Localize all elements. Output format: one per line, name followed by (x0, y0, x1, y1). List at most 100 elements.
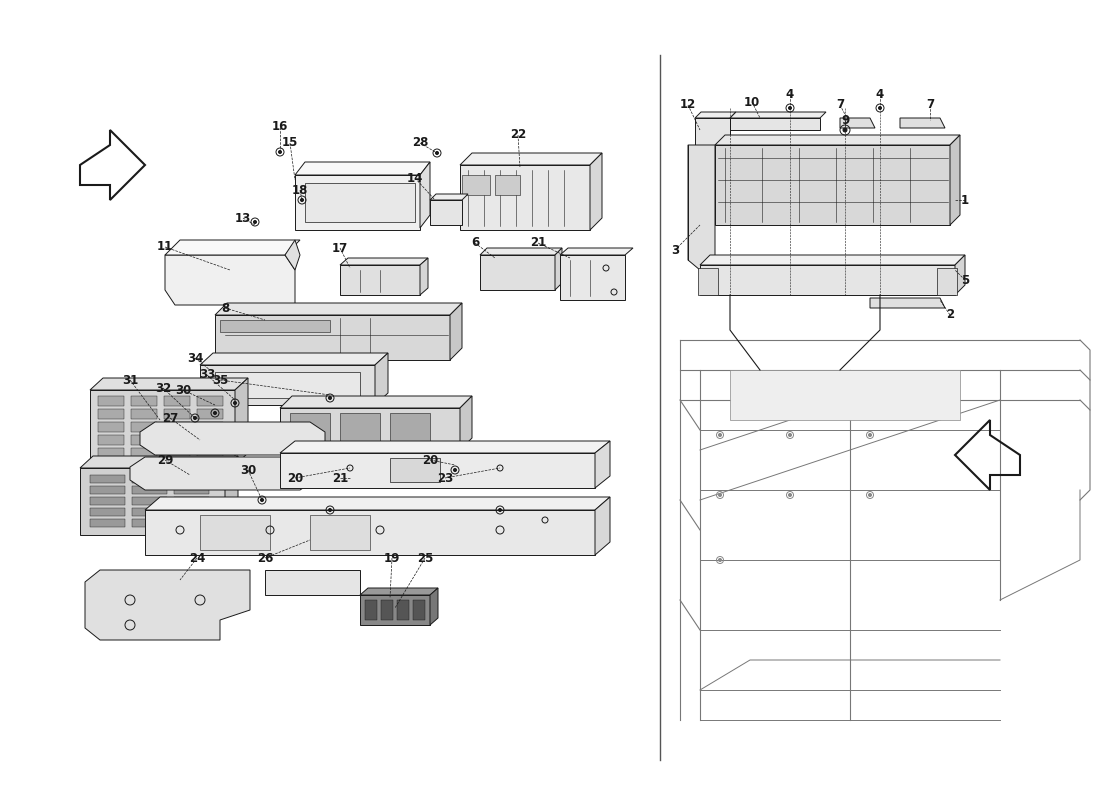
Polygon shape (132, 497, 167, 505)
Polygon shape (430, 200, 462, 225)
Polygon shape (340, 258, 428, 265)
Text: 32: 32 (155, 382, 172, 394)
Text: 3: 3 (671, 243, 679, 257)
Text: 21: 21 (332, 471, 348, 485)
Text: 30: 30 (175, 383, 191, 397)
Text: 24: 24 (189, 551, 206, 565)
Circle shape (789, 494, 792, 497)
Polygon shape (305, 183, 415, 222)
Text: 29: 29 (157, 454, 173, 466)
Polygon shape (730, 370, 960, 420)
Text: 8: 8 (221, 302, 229, 314)
Text: 11: 11 (157, 241, 173, 254)
Circle shape (300, 198, 304, 202)
Circle shape (233, 402, 236, 405)
Polygon shape (595, 497, 610, 555)
Text: 2: 2 (946, 309, 954, 322)
Polygon shape (165, 240, 300, 255)
Circle shape (213, 411, 217, 414)
Text: 25: 25 (417, 551, 433, 565)
Polygon shape (214, 303, 462, 315)
Polygon shape (698, 268, 718, 295)
Polygon shape (90, 519, 125, 527)
Text: 17: 17 (332, 242, 348, 254)
Polygon shape (131, 396, 157, 406)
Circle shape (278, 150, 282, 154)
Circle shape (869, 434, 871, 437)
Polygon shape (165, 255, 295, 305)
Polygon shape (132, 486, 167, 494)
Text: 28: 28 (411, 137, 428, 150)
Text: 33: 33 (199, 369, 216, 382)
Polygon shape (226, 456, 238, 535)
Polygon shape (730, 118, 820, 130)
Polygon shape (695, 118, 730, 148)
Polygon shape (715, 145, 950, 225)
Text: 10: 10 (744, 95, 760, 109)
Text: 4: 4 (876, 89, 884, 102)
Polygon shape (90, 486, 125, 494)
Polygon shape (695, 112, 736, 118)
Polygon shape (132, 475, 167, 483)
Circle shape (436, 151, 439, 154)
Polygon shape (412, 600, 425, 620)
Polygon shape (90, 475, 125, 483)
Circle shape (869, 494, 871, 497)
Circle shape (843, 128, 847, 132)
Polygon shape (560, 255, 625, 300)
Polygon shape (174, 475, 209, 483)
Polygon shape (145, 497, 611, 510)
Polygon shape (98, 396, 124, 406)
Polygon shape (132, 519, 167, 527)
Polygon shape (80, 456, 238, 468)
Polygon shape (174, 497, 209, 505)
Text: 12: 12 (680, 98, 696, 111)
Polygon shape (480, 255, 556, 290)
Polygon shape (560, 248, 632, 255)
Polygon shape (397, 600, 409, 620)
Polygon shape (132, 508, 167, 516)
Polygon shape (950, 135, 960, 225)
Polygon shape (197, 409, 223, 419)
Polygon shape (556, 248, 562, 290)
Polygon shape (340, 265, 420, 295)
Circle shape (718, 434, 722, 437)
Text: 34: 34 (187, 351, 204, 365)
Polygon shape (131, 409, 157, 419)
Polygon shape (174, 508, 209, 516)
Polygon shape (131, 422, 157, 432)
Polygon shape (200, 515, 270, 550)
Circle shape (253, 221, 256, 223)
Polygon shape (430, 588, 438, 625)
Text: 4: 4 (785, 89, 794, 102)
Polygon shape (480, 248, 562, 255)
Polygon shape (937, 268, 957, 295)
Polygon shape (214, 315, 450, 360)
Circle shape (718, 494, 722, 497)
Polygon shape (80, 468, 226, 535)
Polygon shape (730, 112, 826, 118)
Polygon shape (174, 486, 209, 494)
Polygon shape (460, 153, 602, 165)
Circle shape (329, 397, 331, 399)
Text: 26: 26 (256, 551, 273, 565)
Text: 19: 19 (384, 551, 400, 565)
Polygon shape (164, 396, 190, 406)
Polygon shape (870, 298, 945, 308)
Polygon shape (285, 240, 300, 270)
Polygon shape (235, 378, 248, 465)
Polygon shape (595, 441, 610, 488)
Polygon shape (280, 408, 460, 450)
Polygon shape (90, 378, 248, 390)
Polygon shape (98, 448, 124, 458)
Text: 27: 27 (162, 411, 178, 425)
Polygon shape (98, 435, 124, 445)
Polygon shape (450, 303, 462, 360)
Polygon shape (840, 118, 874, 128)
Text: 9: 9 (840, 114, 849, 126)
Polygon shape (700, 265, 955, 295)
Polygon shape (197, 396, 223, 406)
Text: 15: 15 (282, 137, 298, 150)
Circle shape (329, 509, 331, 511)
Polygon shape (715, 135, 960, 145)
